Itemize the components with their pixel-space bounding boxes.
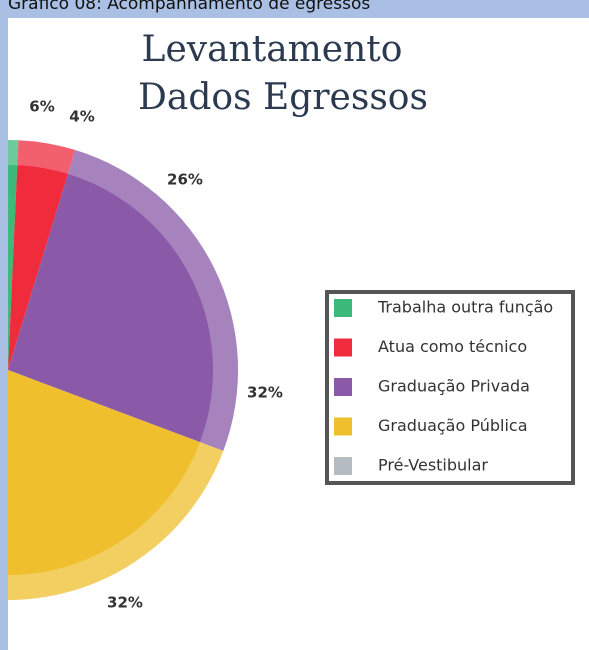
legend-label: Pré-Vestibular: [378, 456, 488, 475]
legend-swatch: [334, 299, 352, 317]
legend-label: Trabalha outra função: [377, 298, 553, 317]
legend-label: Graduação Pública: [378, 416, 528, 435]
legend-swatch: [334, 378, 352, 396]
chart-title: Dados Egressos: [138, 77, 428, 118]
value-labels: 6% 4% 26% 32% 32%: [29, 98, 283, 612]
value-label: 4%: [69, 108, 94, 126]
value-label: 26%: [167, 171, 203, 189]
caption: Gráfico 08: Acompanhamento de egressos: [8, 0, 370, 14]
pie-slice: [8, 140, 76, 370]
pie-slice: [8, 370, 224, 600]
pie: [8, 140, 239, 600]
pie-ring: [8, 140, 238, 600]
legend-swatch: [334, 417, 352, 436]
legend-items: Trabalha outra função Atua como técnico Gr…: [334, 298, 553, 475]
chart-title: Levantamento: [142, 29, 403, 70]
pie-slice: [8, 140, 19, 370]
legend-label: Atua como técnico: [378, 337, 527, 356]
legend-label: Graduação Privada: [378, 377, 530, 396]
pie-slice: [8, 150, 239, 451]
value-label: 6%: [29, 98, 54, 116]
value-label: 32%: [247, 384, 283, 402]
value-label: 32%: [107, 594, 143, 612]
legend-swatch: [334, 338, 352, 357]
legend-swatch: [334, 457, 352, 475]
legend: [325, 290, 575, 485]
